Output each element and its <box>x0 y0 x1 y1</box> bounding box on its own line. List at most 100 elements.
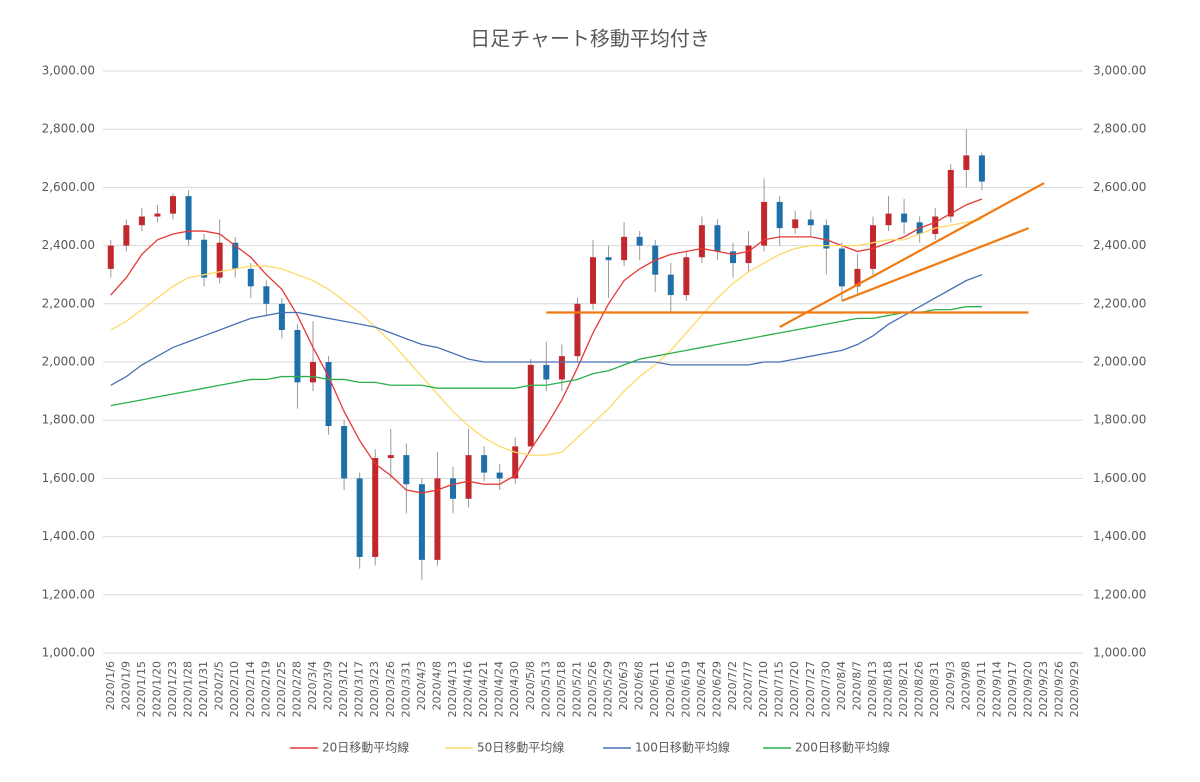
x-tick-label: 2020/9/14 <box>990 661 1003 717</box>
candle-body <box>263 286 270 304</box>
x-tick-label: 2020/9/3 <box>944 661 957 710</box>
x-tick-label: 2020/6/8 <box>633 661 646 710</box>
x-tick-label: 2020/3/23 <box>368 661 381 717</box>
candle-body <box>558 356 565 380</box>
candle-body <box>667 274 674 296</box>
candle-body <box>730 251 736 264</box>
chart-title: 日足チャート移動平均付き <box>470 27 710 51</box>
x-tick-label: 2020/1/31 <box>197 661 210 717</box>
y2-tick-label: 2,200.00 <box>1093 296 1146 310</box>
legend-item: 50日移動平均線 <box>445 740 564 755</box>
legend-label: 200日移動平均線 <box>795 740 890 755</box>
x-tick-label: 2020/2/19 <box>259 661 272 717</box>
candle-body <box>154 213 161 217</box>
y2-tick-label: 3,000.00 <box>1093 64 1146 78</box>
x-tick-label: 2020/2/5 <box>213 661 226 710</box>
x-tick-label: 2020/7/7 <box>742 661 755 710</box>
y2-tick-label: 1,600.00 <box>1093 471 1146 485</box>
moving-average-line <box>110 274 983 386</box>
candle-body <box>838 248 845 287</box>
candle-body <box>403 455 410 485</box>
candle-body <box>450 478 456 499</box>
x-tick-label: 2020/3/9 <box>322 661 335 710</box>
candle-body <box>512 446 519 479</box>
x-tick-label: 2020/5/8 <box>524 661 537 710</box>
y2-tick-label: 2,800.00 <box>1093 122 1146 136</box>
x-tick-label: 2020/4/3 <box>415 661 428 710</box>
x-tick-label: 2020/7/15 <box>773 661 786 717</box>
x-tick-label: 2020/4/24 <box>493 661 506 717</box>
candle-body <box>356 478 363 557</box>
x-tick-label: 2020/9/8 <box>959 661 972 710</box>
legend-item: 100日移動平均線 <box>603 740 730 755</box>
y2-tick-label: 2,000.00 <box>1093 355 1146 369</box>
candle-body <box>963 155 970 170</box>
y-tick-label: 2,800.00 <box>42 122 95 136</box>
candle-body <box>527 364 534 447</box>
y2-tick-label: 2,600.00 <box>1093 180 1146 194</box>
candle-body <box>216 242 223 278</box>
x-tick-label: 2020/3/17 <box>353 661 366 717</box>
x-tick-label: 2020/8/4 <box>835 661 848 710</box>
x-tick-label: 2020/4/16 <box>462 661 475 717</box>
moving-average-line <box>110 198 983 494</box>
candle-body <box>590 257 596 304</box>
x-tick-label: 2020/6/24 <box>695 661 708 717</box>
x-tick-label: 2020/4/13 <box>446 661 459 717</box>
y-tick-label: 1,800.00 <box>42 413 95 427</box>
x-tick-label: 2020/7/20 <box>788 661 801 717</box>
candle-body <box>418 484 425 560</box>
y-tick-label: 2,400.00 <box>42 238 95 252</box>
x-tick-label: 2020/1/9 <box>119 661 132 710</box>
x-tick-label: 2020/9/29 <box>1068 661 1081 717</box>
x-tick-label: 2020/1/6 <box>104 661 117 710</box>
y2-tick-label: 2,400.00 <box>1093 238 1146 252</box>
x-tick-label: 2020/4/30 <box>508 661 521 717</box>
x-tick-label: 2020/1/20 <box>150 661 163 717</box>
candle-body <box>698 225 705 258</box>
candle-body <box>947 169 954 217</box>
candle-body <box>683 257 690 296</box>
candle-body <box>138 216 145 226</box>
x-tick-label: 2020/3/26 <box>384 661 397 717</box>
candle-body <box>823 225 830 249</box>
x-tick-label: 2020/3/31 <box>399 661 412 717</box>
candle-body <box>870 225 876 269</box>
y-tick-label: 1,000.00 <box>42 646 95 660</box>
x-tick-label: 2020/9/17 <box>1006 661 1019 717</box>
candle-body <box>310 362 316 383</box>
y-tick-label: 1,600.00 <box>42 471 95 485</box>
x-tick-label: 2020/1/23 <box>166 661 179 717</box>
candle-body <box>885 213 892 226</box>
x-tick-label: 2020/6/3 <box>617 661 630 710</box>
trend-line <box>779 182 1045 329</box>
x-tick-label: 2020/3/4 <box>306 661 319 710</box>
y-tick-label: 2,000.00 <box>42 355 95 369</box>
x-tick-label: 2020/6/16 <box>664 661 677 717</box>
x-tick-label: 2020/2/14 <box>244 661 257 717</box>
x-tick-label: 2020/7/10 <box>757 661 770 717</box>
x-tick-label: 2020/9/23 <box>1037 661 1050 717</box>
x-tick-label: 2020/9/11 <box>975 661 988 717</box>
x-tick-label: 2020/4/8 <box>430 661 443 710</box>
y-tick-label: 1,200.00 <box>42 587 95 601</box>
y-tick-label: 1,400.00 <box>42 529 95 543</box>
x-tick-label: 2020/5/13 <box>539 661 552 717</box>
candle-body <box>605 257 612 261</box>
candle-body <box>901 213 908 223</box>
candle-body <box>481 455 488 473</box>
y2-tick-label: 1,000.00 <box>1093 646 1146 660</box>
x-tick-label: 2020/5/21 <box>570 661 583 717</box>
candle-body <box>170 196 176 214</box>
x-tick-label: 2020/8/31 <box>928 661 941 717</box>
x-tick-label: 2020/8/26 <box>913 661 926 717</box>
candle-body <box>636 236 643 246</box>
x-tick-label: 2020/6/29 <box>710 661 723 717</box>
x-tick-label: 2020/6/11 <box>648 661 661 717</box>
x-tick-label: 2020/2/10 <box>228 661 241 717</box>
x-tick-label: 2020/5/26 <box>586 661 599 717</box>
candle-body <box>978 155 985 182</box>
x-tick-label: 2020/8/21 <box>897 661 910 717</box>
candle-body <box>372 458 379 557</box>
